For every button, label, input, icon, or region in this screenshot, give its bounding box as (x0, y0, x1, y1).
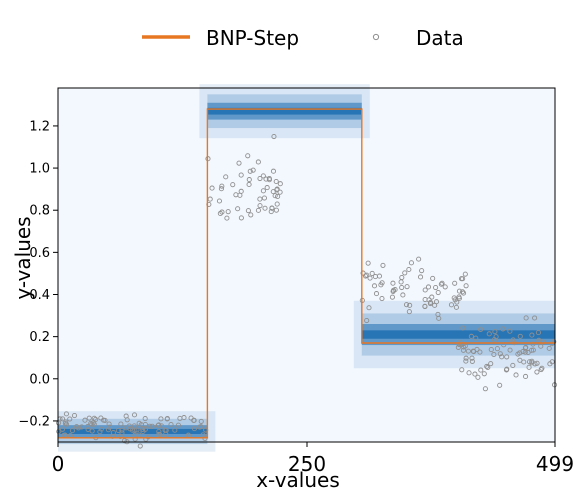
x-axis-label: x-values (256, 468, 340, 492)
y-tick-label: 0.0 (29, 372, 50, 387)
y-tick-label: 1.0 (29, 162, 50, 177)
y-tick-label: 0.2 (29, 330, 50, 345)
x-tick-label: 0 (52, 452, 65, 476)
legend-data-label: Data (416, 26, 464, 50)
legend-data-marker (373, 34, 378, 39)
y-tick-label: −0.2 (18, 414, 50, 429)
plot-area (58, 88, 555, 442)
legend-step-label: BNP-Step (206, 26, 299, 50)
posterior-band-2-layer-3 (362, 330, 555, 338)
x-tick-label: 499 (536, 452, 574, 476)
y-axis-label: y-values (11, 216, 35, 299)
y-tick-label: 1.2 (29, 119, 50, 134)
legend: BNP-Step Data (142, 26, 464, 50)
